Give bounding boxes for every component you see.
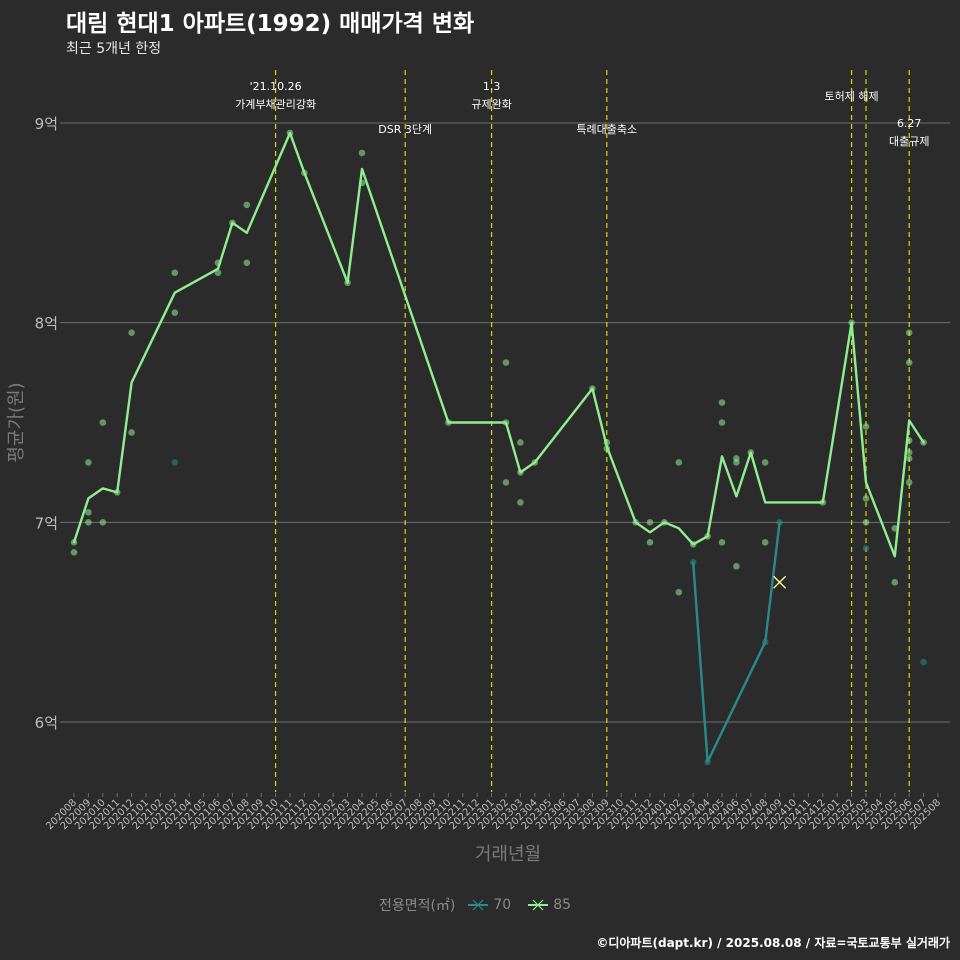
data-point-85	[70, 548, 78, 556]
data-point-85	[85, 509, 92, 516]
data-point-70	[862, 544, 870, 552]
legend-title: 전용면적(㎡)	[378, 898, 456, 914]
data-point-85	[718, 399, 726, 406]
series-line-70	[692, 521, 781, 764]
y-axis-title: 평균가(원)	[6, 382, 27, 462]
data-point-85	[718, 419, 726, 426]
data-point-85	[733, 562, 740, 570]
data-point-85	[243, 259, 251, 267]
y-tick-label: 7억	[35, 514, 58, 532]
event-label: 대출규제	[889, 135, 929, 148]
data-point-85	[502, 479, 510, 486]
grid-layer	[60, 122, 950, 723]
data-point-85	[85, 459, 92, 466]
data-point-85	[171, 309, 179, 316]
marker-stroke	[773, 575, 787, 589]
data-point-85	[214, 269, 222, 277]
data-point-85	[99, 419, 107, 426]
axis-layer: 6억7억8억9억평균가(원)20200820200920201020201120…	[6, 115, 943, 865]
series-marker-70	[773, 575, 787, 589]
data-point-70	[920, 658, 927, 666]
event-label: '21.10.26	[250, 80, 302, 93]
y-tick-label: 6억	[35, 714, 58, 732]
data-point-85	[517, 439, 524, 446]
source-caption: ©디아파트(dapt.kr) / 2025.08.08 / 자료=국토교통부 실…	[596, 936, 950, 950]
data-point-85	[646, 519, 654, 526]
legend-label-85: 85	[553, 897, 572, 913]
event-label: 가계부채관리강화	[235, 98, 316, 111]
event-label: 규제완화	[471, 98, 511, 111]
y-tick-label: 8억	[35, 315, 58, 333]
data-point-85	[358, 149, 366, 157]
data-point-85	[862, 495, 870, 502]
data-point-85	[646, 539, 654, 546]
x-axis-title: 거래년월	[475, 844, 541, 865]
data-point-85	[128, 329, 135, 336]
legend-item-85: 85	[527, 897, 571, 913]
series-layer	[70, 129, 927, 766]
legend-key-85	[528, 899, 549, 911]
data-point-85	[128, 429, 135, 436]
event-label: DSR 3단계	[378, 123, 432, 136]
data-point-85	[862, 423, 870, 430]
data-point-85	[99, 519, 107, 526]
data-point-85	[761, 459, 769, 466]
event-label: 특례대출축소	[576, 123, 637, 136]
chart-subtitle: 최근 5개년 한정	[66, 41, 162, 57]
data-point-85	[502, 359, 510, 366]
data-point-85	[905, 359, 913, 366]
data-point-85	[761, 539, 769, 546]
data-point-85	[675, 459, 683, 466]
data-point-85	[862, 519, 870, 526]
event-label: 1.3	[483, 80, 501, 93]
data-point-85	[517, 499, 524, 506]
data-point-85	[85, 519, 92, 526]
data-point-85	[905, 449, 913, 456]
legend-item-70: 70	[467, 897, 511, 913]
legend-key-70	[468, 899, 489, 911]
data-point-85	[891, 578, 899, 586]
chart-title: 대림 현대1 아파트(1992) 매매가격 변화	[66, 11, 475, 37]
y-tick-label: 9억	[35, 115, 58, 133]
data-point-85	[905, 329, 913, 336]
legend: 전용면적(㎡) 70 85	[0, 895, 960, 915]
data-point-85	[733, 459, 740, 466]
data-point-85	[905, 479, 913, 486]
event-label: 6.27	[897, 117, 922, 130]
legend-label-70: 70	[493, 897, 512, 913]
data-point-85	[905, 455, 913, 462]
data-point-85	[171, 269, 179, 277]
event-label: 토허제 해제	[825, 89, 879, 103]
data-point-85	[675, 588, 683, 596]
data-point-70	[171, 459, 179, 466]
data-point-85	[718, 539, 726, 546]
series-line-85	[72, 131, 925, 558]
data-point-85	[243, 201, 251, 209]
